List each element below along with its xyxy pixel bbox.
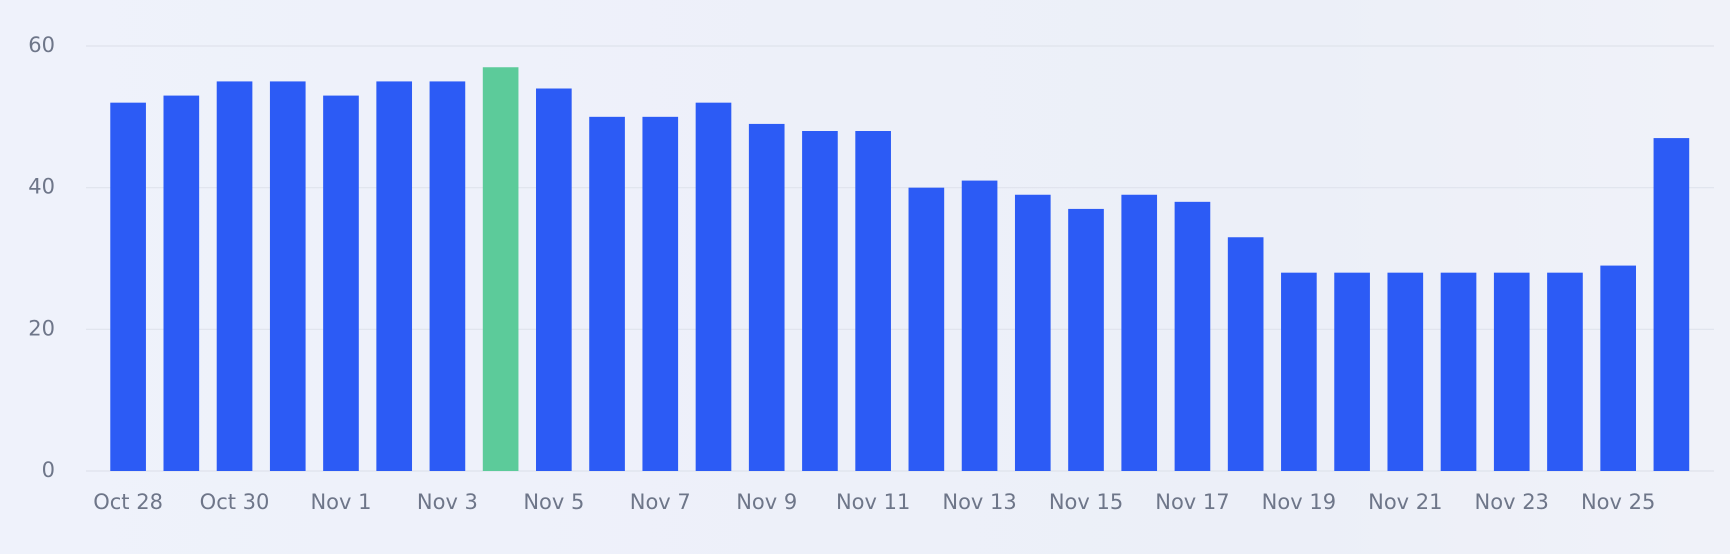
- x-tick-label: Nov 21: [1368, 490, 1442, 514]
- y-tick-label: 0: [42, 458, 55, 482]
- y-tick-label: 40: [28, 175, 55, 199]
- bar: [642, 116, 679, 471]
- x-tick-label: Nov 25: [1581, 490, 1655, 514]
- x-tick-label: Nov 17: [1155, 490, 1229, 514]
- x-tick-label: Nov 1: [310, 490, 371, 514]
- bar: [1121, 194, 1158, 471]
- x-tick-label: Nov 11: [836, 490, 910, 514]
- bar: [1227, 237, 1264, 471]
- bar: [695, 102, 732, 472]
- bar: [1281, 272, 1317, 471]
- y-tick-label: 60: [28, 33, 55, 57]
- bar: [1600, 265, 1637, 471]
- bar: [802, 131, 838, 471]
- bar: [536, 88, 572, 471]
- bar: [855, 131, 891, 471]
- bar: [589, 116, 625, 471]
- bar: [1653, 138, 1690, 472]
- bar: [110, 102, 146, 472]
- bar: [216, 81, 253, 472]
- bar: [961, 180, 998, 472]
- x-tick-label: Nov 3: [417, 490, 478, 514]
- bar: [1014, 194, 1051, 471]
- bar: [1440, 272, 1477, 471]
- bar: [323, 95, 359, 471]
- bar: [376, 81, 413, 472]
- x-tick-label: Nov 5: [523, 490, 584, 514]
- bar: [163, 95, 200, 471]
- x-tick-label: Nov 9: [736, 490, 797, 514]
- x-tick-label: Nov 13: [942, 490, 1016, 514]
- bar: [1174, 201, 1211, 472]
- x-tick-label: Nov 15: [1049, 490, 1123, 514]
- bar: [482, 67, 519, 471]
- y-tick-label: 20: [28, 316, 55, 340]
- bar: [1068, 208, 1104, 471]
- bar: [1334, 272, 1370, 471]
- x-tick-label: Nov 23: [1475, 490, 1549, 514]
- x-tick-label: Oct 28: [93, 490, 163, 514]
- x-tick-label: Nov 7: [630, 490, 691, 514]
- bar: [1547, 272, 1583, 471]
- bar: [748, 123, 785, 472]
- bar: [429, 81, 466, 472]
- bar: [1493, 272, 1530, 471]
- bar: [269, 81, 306, 472]
- x-tick-label: Nov 19: [1262, 490, 1336, 514]
- x-tick-label: Oct 30: [200, 490, 270, 514]
- bar: [1387, 272, 1424, 471]
- bar: [908, 187, 945, 471]
